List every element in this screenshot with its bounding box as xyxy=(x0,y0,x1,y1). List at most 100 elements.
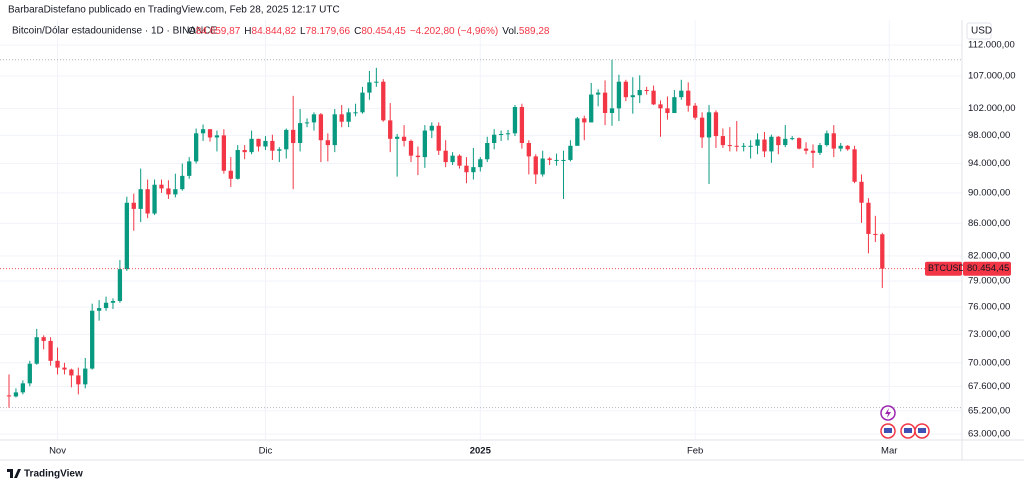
candle-body xyxy=(492,134,497,144)
candle-body xyxy=(401,136,407,141)
candle-body xyxy=(658,104,663,109)
symbol-label: BTCUSD xyxy=(928,263,966,273)
candle-body xyxy=(388,120,393,139)
candle-body xyxy=(166,188,171,195)
x-tick-label: Feb xyxy=(687,446,703,457)
x-tick-label: Dic xyxy=(259,446,273,457)
candle-body xyxy=(582,118,587,123)
candle-body xyxy=(311,114,317,123)
brand: TradingView xyxy=(7,469,83,480)
candle-body xyxy=(429,125,434,131)
candle-body xyxy=(214,135,220,138)
plot xyxy=(0,59,962,408)
ohlc-value: 80.454,45 xyxy=(361,26,406,37)
candle-body xyxy=(796,138,802,149)
candle-body xyxy=(96,308,102,311)
candle-body xyxy=(478,159,483,168)
candle-body xyxy=(284,129,289,150)
candle-body xyxy=(13,392,19,397)
candle-body xyxy=(873,233,878,235)
candle-body xyxy=(69,369,74,376)
candle-body xyxy=(193,133,199,162)
candle-body xyxy=(693,105,698,118)
candle-body xyxy=(235,150,240,179)
candle-body xyxy=(526,143,531,157)
candle-body xyxy=(249,138,254,153)
candle-body xyxy=(415,155,421,158)
candle-body xyxy=(637,90,642,96)
grid xyxy=(0,20,962,440)
volume-value: 589,28 xyxy=(519,26,550,37)
flag xyxy=(918,428,926,433)
volume-key: Vol. xyxy=(502,26,519,37)
candle-body xyxy=(498,133,504,135)
candle-body xyxy=(672,97,677,113)
ohlc-key: H xyxy=(244,26,251,37)
candle-body xyxy=(394,136,400,139)
change: −4.202,80 (−4,96%) xyxy=(410,26,498,37)
candle-body xyxy=(686,90,691,106)
candle-body xyxy=(831,133,836,149)
candle-body xyxy=(540,158,545,175)
ohlc-value: 84.659,87 xyxy=(196,26,241,37)
candle-body xyxy=(519,107,525,144)
candle-body xyxy=(443,150,448,163)
candle-body xyxy=(62,367,67,370)
ohlc-value: 84.844,82 xyxy=(252,26,297,37)
candle-body xyxy=(304,122,310,124)
candle-body xyxy=(713,112,719,137)
candle-body xyxy=(852,149,857,182)
candle-body xyxy=(859,181,864,203)
candle-body xyxy=(325,140,330,146)
y-tick-label: 70.000,00 xyxy=(968,357,1010,368)
candle-body xyxy=(790,138,795,140)
y-tick-label: 65.200,00 xyxy=(968,405,1010,416)
y-tick-label: 76.000,00 xyxy=(968,302,1010,313)
y-tick-label: 102.000,00 xyxy=(968,103,1016,114)
candle-body xyxy=(103,302,109,309)
currency-box[interactable] xyxy=(966,22,992,40)
candle-body xyxy=(803,148,809,151)
candle-body xyxy=(838,145,843,149)
y-tick-label: 107.000,00 xyxy=(968,71,1016,82)
candle-body xyxy=(783,138,788,146)
author-line: BarbaraDistefano publicado en TradingVie… xyxy=(8,5,340,16)
candle-body xyxy=(727,145,732,147)
candle-body xyxy=(741,145,746,147)
candle-body xyxy=(512,107,518,134)
candle-body xyxy=(408,140,414,156)
brand-logo xyxy=(7,469,21,478)
candle-body xyxy=(554,159,559,161)
candle-body xyxy=(90,310,95,369)
candle-body xyxy=(422,130,428,158)
candle-body xyxy=(221,135,227,171)
candle-body xyxy=(630,95,635,98)
candle-body xyxy=(699,117,705,138)
candle-body xyxy=(381,81,386,121)
candle-body xyxy=(367,82,372,93)
candle-body xyxy=(360,92,365,113)
candle-body xyxy=(297,123,303,144)
candle-body xyxy=(450,155,455,163)
candle-body xyxy=(568,145,573,160)
currency[interactable]: USD xyxy=(971,26,992,37)
candle-body xyxy=(866,202,871,234)
ohlc-key: L xyxy=(300,26,306,37)
candle-body xyxy=(762,139,767,152)
event-glyph xyxy=(885,408,891,418)
candle-body xyxy=(20,383,26,393)
candle-body xyxy=(547,158,552,160)
y-tick-label: 86.000,00 xyxy=(968,218,1010,229)
candle-body xyxy=(755,139,760,146)
candle-body xyxy=(776,136,781,146)
last-price-tag xyxy=(963,261,1011,276)
candle-body xyxy=(152,184,157,214)
candle-body xyxy=(83,368,88,385)
candle-body xyxy=(117,269,123,301)
ohlc-legend: O84.659,87 H84.844,82 L78.179,66 C80.454,45… xyxy=(188,26,550,37)
candle-body xyxy=(200,129,206,134)
ohlc-value: 78.179,66 xyxy=(306,26,351,37)
candle-body xyxy=(616,81,622,109)
candle-body xyxy=(263,140,268,147)
